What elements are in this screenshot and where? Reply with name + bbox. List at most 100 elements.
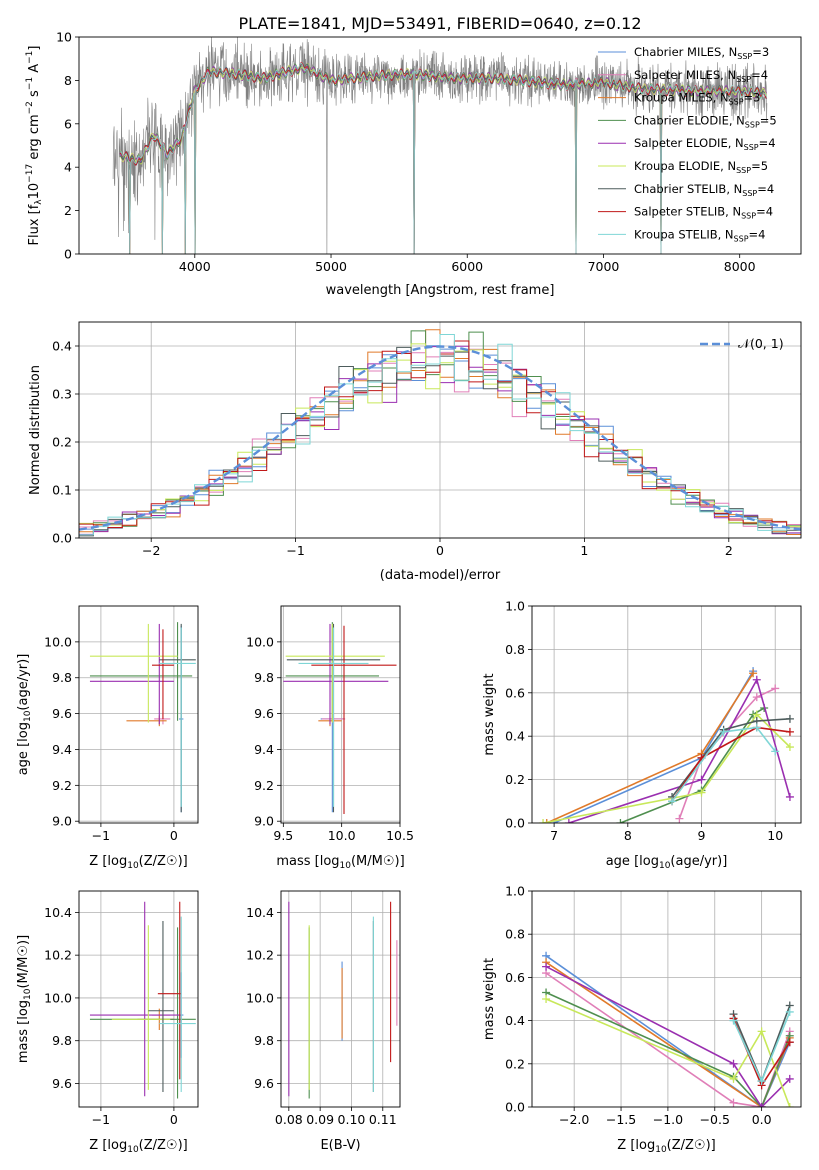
legend-tail: =5	[751, 159, 768, 173]
label-part: (M/M☉)]	[16, 935, 31, 989]
panel-z-age: −1 09.09.29.49.69.810.0Z [log10(Z/Z☉)]age…	[16, 605, 199, 871]
x-tick-label: 7	[550, 828, 558, 843]
data-point-kroupa-stelib	[757, 1077, 766, 1086]
legend-label-salpeter-stelib: Salpeter STELIB, NSSP=4	[634, 205, 773, 221]
label-part: (age/yr)]	[670, 854, 727, 869]
data-point-salpeter-elodie	[785, 792, 794, 801]
label-part: Z [log	[89, 854, 127, 869]
y-tick-label: 10.2	[246, 948, 274, 963]
legend-sub: SSP	[734, 234, 749, 243]
y-tick-label: 0.6	[505, 685, 525, 700]
legend-main: Kroupa ELODIE, N	[634, 159, 736, 173]
series-line-kroupa-miles	[546, 672, 754, 823]
errorbar-salpeter-stelib	[157, 901, 182, 1080]
legend-label-chabrier-elodie: Chabrier ELODIE, NSSP=5	[634, 113, 777, 129]
x-tick-label: 10.0	[328, 828, 356, 843]
errorbar-kroupa-miles	[126, 715, 167, 727]
label-part: (Z/Z☉)]	[139, 854, 188, 869]
y-tick-label: 9.8	[52, 1033, 72, 1048]
data-point-kroupa-elodie	[785, 1103, 794, 1107]
x-axis-label: Z [log10(Z/Z☉)]	[89, 1138, 187, 1155]
x-tick-label: 6000	[451, 259, 483, 274]
series-line-chabrier-miles	[553, 670, 754, 823]
y-label-part: 10	[27, 183, 42, 200]
y-tick-label: 10.2	[44, 948, 72, 963]
y-tick-label: 9.0	[52, 814, 72, 829]
label-part: E(B-V)	[320, 1138, 360, 1153]
legend-sub: SSP	[745, 120, 760, 129]
y-axis-label: Flux [fλ10−17 erg cm−2 s−1 A−1]	[25, 46, 44, 246]
y-tick-label: 1.0	[505, 884, 525, 899]
data-point-kroupa-miles	[749, 669, 758, 678]
panel-residuals: −2 −1 0 1 2 0.0 0.1 0.2 0.3 0.4 𝒩(0, 1) (data-model…	[28, 321, 802, 583]
x-tick-label: −1	[92, 1112, 110, 1127]
errorbar-kroupa-elodie	[111, 925, 171, 1090]
x-tick-label: 0	[436, 543, 444, 558]
errorbar-chabrier-elodie	[89, 622, 193, 721]
histogram-salpeter-stelib	[79, 340, 801, 538]
panel-z-mass: −1 09.69.810.010.210.4Z [log10(Z/Z☉)]mass…	[16, 890, 199, 1155]
legend-main: Salpeter STELIB, N	[634, 205, 741, 219]
x-axis-label: E(B-V)	[320, 1138, 360, 1153]
y-tick-label: 0.0	[505, 1100, 525, 1115]
y-tick-label: 8	[64, 73, 72, 88]
data-point-kroupa-elodie	[539, 819, 548, 823]
x-tick-label: 0.08	[275, 1112, 303, 1127]
errorbar-kroupa-stelib	[159, 627, 196, 807]
model-spectrum-kroupa-stelib	[119, 62, 767, 254]
panel-z-weight: −2.0 −1.5 −1.0 −0.5 0.0 0.0 0.2 0.4 0.6 0.8 1.0 Z […	[482, 884, 802, 1155]
label-sub: 10	[23, 988, 33, 1000]
axes-frame	[78, 605, 199, 824]
legend-tail: =4	[749, 227, 766, 241]
y-label-part: −17	[25, 164, 35, 183]
legend-tail: =3	[744, 91, 761, 105]
label-sub: 10	[655, 1145, 667, 1155]
y-tick-label: 9.6	[52, 1076, 72, 1091]
legend: Chabrier MILES, N SSP =3 Salpeter MILES, NS…	[598, 45, 777, 243]
data-point-salpeter-elodie	[542, 962, 551, 971]
y-label-part: erg cm	[27, 114, 42, 163]
errorbar-kroupa-elodie	[285, 623, 385, 723]
data-point-kroupa-elodie	[697, 788, 706, 797]
data-point-kroupa-elodie	[542, 995, 551, 1003]
series-kroupa-elodie	[539, 710, 794, 823]
legend-tail: =4	[756, 205, 773, 219]
errorbar-salpeter-stelib	[311, 625, 397, 815]
axes-frame	[531, 890, 802, 1108]
x-tick-label: 8	[624, 828, 632, 843]
plot-area-z-age	[79, 606, 198, 823]
legend-main: Chabrier MILES, N	[634, 45, 737, 59]
legend-gaussian-label: 𝒩(0, 1)	[738, 336, 784, 351]
y-tick-label: 0.6	[505, 970, 525, 985]
legend-sub: SSP	[742, 189, 757, 198]
y-tick-label: 2	[64, 203, 72, 218]
series-line-salpeter-stelib	[671, 726, 791, 802]
plot-area-mass-age	[281, 606, 400, 823]
label-part: Z [log	[617, 1138, 655, 1153]
legend-main: Chabrier ELODIE, N	[634, 113, 745, 127]
panel-mass-age: 9.5 10.0 10.5 9.0 9.2 9.4 9.6 9.8 10.0 mass [log1…	[246, 605, 414, 871]
data-point-kroupa-elodie	[757, 1027, 766, 1036]
y-axis-label: mass weight	[482, 958, 497, 1040]
legend-sub: SSP	[736, 75, 751, 84]
data-point-kroupa-elodie	[785, 743, 794, 752]
x-tick-label: 10.5	[386, 828, 414, 843]
y-label-part: s	[27, 90, 42, 101]
errorbar-chabrier-stelib	[148, 920, 174, 1093]
label-sub: 10	[659, 861, 671, 871]
y-tick-label: 9.8	[254, 1033, 274, 1048]
y-tick-label: 0.1	[52, 483, 72, 498]
legend-label-salpeter-miles: Salpeter MILES, NSSP=4	[634, 68, 768, 84]
series-line-chabrier-elodie	[620, 707, 765, 823]
data-point-kroupa-stelib	[771, 747, 780, 756]
y-label-part: −1	[25, 77, 35, 90]
data-point-kroupa-stelib	[752, 723, 761, 732]
y-label-part: A	[27, 64, 42, 77]
y-tick-label: 10.0	[44, 634, 72, 649]
legend-tail: =4	[751, 68, 768, 82]
axes-frame	[280, 890, 401, 1108]
plot-area-spectrum	[112, 37, 768, 254]
y-tick-label: 0.8	[505, 927, 525, 942]
y-tick-label: 9.6	[254, 706, 274, 721]
y-axis-label: mass [log10(M/M☉)]	[16, 935, 33, 1063]
